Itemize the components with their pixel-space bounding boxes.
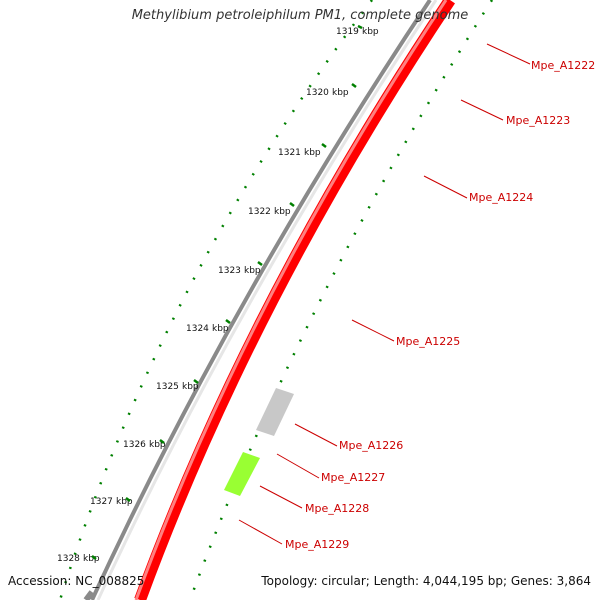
tick-unit: kbp: [362, 27, 379, 37]
tick-mark: [351, 83, 357, 88]
tick-unit: kbp: [116, 497, 133, 507]
leader-line: [238, 519, 283, 545]
gene-separator: [195, 499, 213, 507]
gene-block-grey[interactable]: [256, 388, 294, 436]
tick-unit: kbp: [212, 324, 229, 334]
accession-label: Accession: NC_008825: [8, 574, 145, 588]
gene-separator: [424, 61, 441, 67]
gene-label-mpe-a1229[interactable]: Mpe_A1229: [285, 538, 349, 551]
gene-label-mpe-a1227[interactable]: Mpe_A1227: [321, 471, 385, 484]
tick-unit: kbp: [274, 207, 291, 217]
tick-unit: kbp: [182, 382, 199, 392]
tick-unit: kbp: [149, 440, 166, 450]
gene-label-mpe-a1228[interactable]: Mpe_A1228: [305, 502, 369, 515]
leader-line: [423, 175, 468, 199]
leader-line: [486, 43, 531, 65]
gene-leader-lines: [238, 43, 531, 545]
gene-label-mpe-a1223[interactable]: Mpe_A1223: [506, 114, 570, 127]
tick-label: 1328: [57, 554, 80, 564]
gene-label-mpe-a1222[interactable]: Mpe_A1222: [531, 59, 595, 72]
gene-separator: [221, 461, 237, 469]
gene-label-mpe-a1226[interactable]: Mpe_A1226: [339, 439, 403, 452]
genome-title: Methylibium petroleiphilum PM1, complete…: [131, 8, 469, 23]
gene-separator: [255, 377, 273, 385]
tick-mark: [357, 24, 363, 30]
bottom-grey-fragment: [83, 590, 95, 600]
tick-mark: [159, 439, 165, 444]
tick-label: 1322: [248, 207, 271, 217]
tick-mark: [289, 202, 295, 207]
tick-label: 1319: [336, 27, 359, 37]
tick-label: 1324: [186, 324, 209, 334]
gene-labels: Mpe_A1222 Mpe_A1223 Mpe_A1224 Mpe_A1225 …: [285, 59, 595, 551]
leader-line: [276, 453, 320, 479]
genome-info-label: Topology: circular; Length: 4,044,195 bp…: [261, 574, 591, 588]
scale-tick-units: kbp kbp kbp kbp kbp kbp kbp kbp kbp kbp: [83, 27, 379, 564]
tick-mark: [125, 497, 131, 502]
tick-label: 1321: [278, 148, 301, 158]
leader-line: [294, 423, 338, 447]
tick-label: 1326: [123, 440, 146, 450]
tick-mark: [91, 555, 97, 560]
gene-label-mpe-a1225[interactable]: Mpe_A1225: [396, 335, 460, 348]
forward-band-shadow: [134, 0, 448, 600]
forward-strand-band: [134, 0, 455, 600]
gene-separator: [172, 537, 189, 545]
tick-unit: kbp: [244, 266, 261, 276]
gene-label-mpe-a1224[interactable]: Mpe_A1224: [469, 191, 533, 204]
leader-line: [460, 99, 504, 121]
inner-dotted-track: [188, 0, 494, 600]
scale-tick-labels: 1319 1320 1321 1322 1323 1324 1325 1326 …: [57, 27, 359, 564]
tick-label: 1320: [306, 88, 329, 98]
gene-block-green[interactable]: [224, 452, 260, 496]
tick-label: 1327: [90, 497, 113, 507]
tick-unit: kbp: [83, 554, 100, 564]
backbone-highlight: [96, 0, 438, 600]
gene-separators: [172, 61, 441, 545]
tick-label: 1323: [218, 266, 241, 276]
gene-separator: [404, 95, 421, 103]
tick-unit: kbp: [332, 88, 349, 98]
tick-unit: kbp: [304, 148, 321, 158]
tick-mark: [225, 319, 231, 324]
tick-label: 1325: [156, 382, 179, 392]
leader-line: [259, 485, 303, 509]
leader-line: [351, 319, 395, 342]
tick-mark: [321, 143, 327, 148]
tick-mark: [193, 379, 199, 384]
tick-mark: [257, 261, 263, 266]
gene-separator: [231, 437, 249, 445]
genome-backbone: [90, 0, 432, 600]
gene-separator: [344, 199, 361, 207]
scale-tick-marks: [91, 24, 363, 560]
